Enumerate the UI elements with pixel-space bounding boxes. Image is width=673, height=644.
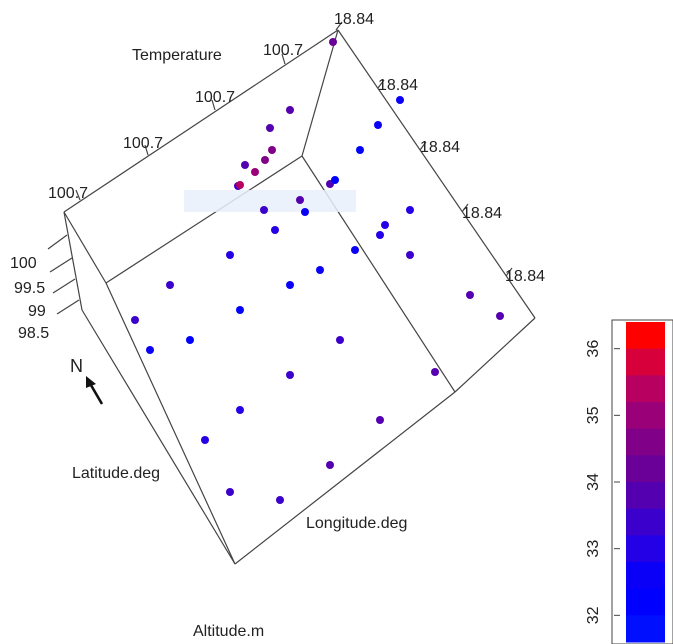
data-point xyxy=(351,246,359,254)
data-point xyxy=(406,206,414,214)
data-point xyxy=(376,231,384,239)
colorbar-segment xyxy=(626,455,665,483)
colorbar-tick-label: 36 xyxy=(585,340,602,358)
colorbar-tick-label: 34 xyxy=(585,473,602,491)
data-point xyxy=(431,368,439,376)
data-point xyxy=(236,181,244,189)
data-point xyxy=(226,251,234,259)
colorbar-tick-label: 33 xyxy=(585,540,602,558)
colorbar-tick-label: 32 xyxy=(585,606,602,624)
altitude-tick-2: 99.5 xyxy=(14,280,45,297)
data-point xyxy=(496,312,504,320)
data-point xyxy=(266,124,274,132)
watermark-box xyxy=(184,190,356,212)
data-point xyxy=(336,336,344,344)
data-point xyxy=(406,251,414,259)
data-point xyxy=(276,496,284,504)
data-point xyxy=(166,281,174,289)
data-point xyxy=(241,161,249,169)
data-point xyxy=(271,226,279,234)
colorbar-frame xyxy=(611,319,673,644)
data-point xyxy=(286,281,294,289)
colorbar-segment xyxy=(626,482,665,510)
temperature-tick-4: 100.7 xyxy=(263,42,303,59)
longitude-tick-3: 18.84 xyxy=(420,139,460,156)
data-point xyxy=(131,316,139,324)
longitude-tick-5: 18.84 xyxy=(505,268,545,285)
colorbar-segment xyxy=(626,348,665,376)
data-point xyxy=(466,291,474,299)
colorbar-tick-label: 35 xyxy=(585,406,602,424)
temperature-tick-1: 100.7 xyxy=(48,185,88,202)
data-point xyxy=(381,221,389,229)
altitude-tick-4: 98.5 xyxy=(18,325,49,342)
data-point xyxy=(201,436,209,444)
longitude-tick-2: 18.84 xyxy=(378,77,418,94)
data-points xyxy=(131,38,504,504)
colorbar-segment xyxy=(626,402,665,430)
longitude-tick-1: 18.84 xyxy=(334,11,374,28)
colorbar-segment xyxy=(626,535,665,563)
data-point xyxy=(316,266,324,274)
data-point xyxy=(226,488,234,496)
temperature-axis-label: Temperature xyxy=(132,47,222,64)
longitude-axis-label: Longitude.deg xyxy=(306,515,407,532)
colorbar-segment xyxy=(626,562,665,590)
box-frame xyxy=(63,29,536,565)
data-point xyxy=(396,96,404,104)
longitude-tick-4: 18.84 xyxy=(462,205,502,222)
data-point xyxy=(236,406,244,414)
data-point xyxy=(296,196,304,204)
data-point xyxy=(251,168,259,176)
data-point xyxy=(260,206,268,214)
tick-marks xyxy=(47,21,513,315)
temperature-tick-3: 100.7 xyxy=(195,89,235,106)
temperature-tick-2: 100.7 xyxy=(123,135,163,152)
data-point xyxy=(268,146,276,154)
colorbar-segment xyxy=(626,428,665,456)
data-point xyxy=(331,176,339,184)
altitude-tick-1: 100 xyxy=(10,255,37,272)
altitude-axis-label: Altitude.m xyxy=(193,623,264,640)
altitude-tick-3: 99 xyxy=(28,303,46,320)
colorbar-segment xyxy=(626,375,665,403)
color-bar: 36 35 34 33 32 xyxy=(585,319,673,644)
colorbar-segment xyxy=(626,508,665,536)
data-point xyxy=(356,146,364,154)
data-point xyxy=(286,371,294,379)
data-point xyxy=(186,336,194,344)
colorbar-segment xyxy=(626,588,665,616)
colorbar-segment xyxy=(626,615,665,643)
data-point xyxy=(374,121,382,129)
data-point xyxy=(301,208,309,216)
data-point xyxy=(376,416,384,424)
latitude-axis-label: Latitude.deg xyxy=(72,465,160,482)
data-point xyxy=(326,461,334,469)
data-point xyxy=(329,38,337,46)
data-point xyxy=(236,306,244,314)
north-label: N xyxy=(70,356,83,376)
data-point xyxy=(261,156,269,164)
north-arrow: N xyxy=(70,356,104,405)
data-point xyxy=(286,106,294,114)
colorbar-segment xyxy=(626,322,665,350)
data-point xyxy=(146,346,154,354)
